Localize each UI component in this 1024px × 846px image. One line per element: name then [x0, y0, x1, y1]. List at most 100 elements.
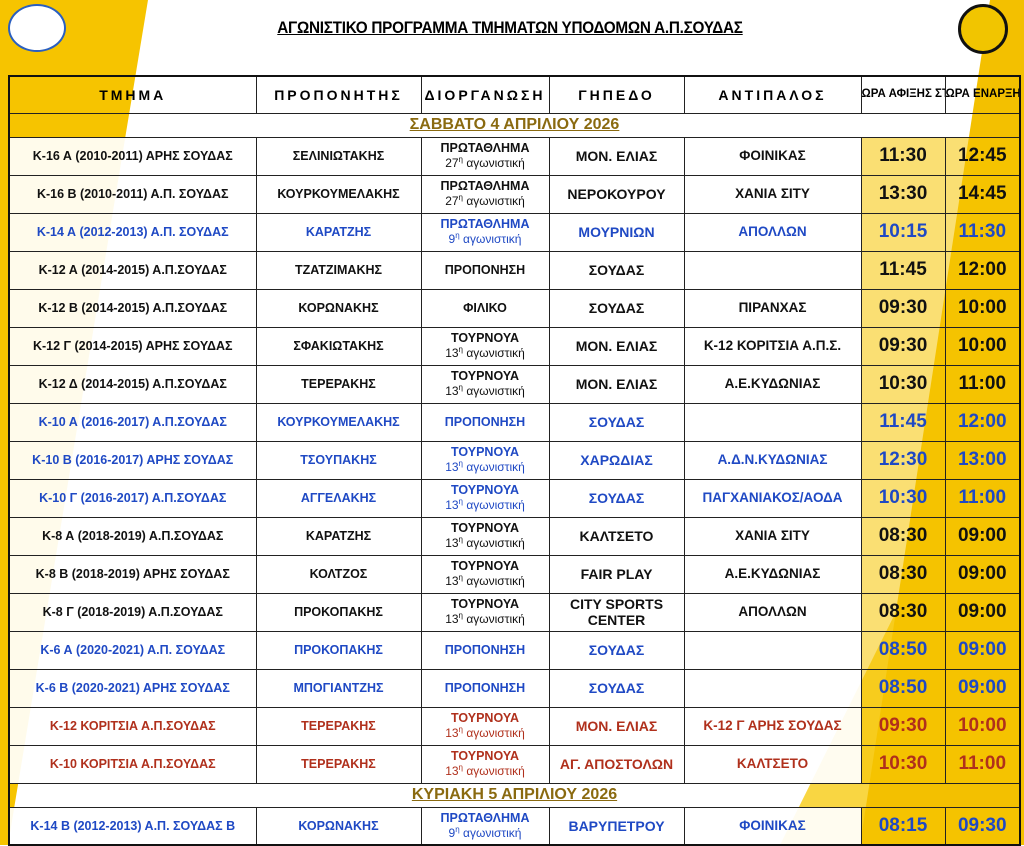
- round-label: 13η αγωνιστική: [422, 611, 548, 627]
- round-label: 13η αγωνιστική: [422, 497, 548, 513]
- column-header: ΠΡΟΠΟΝΗΤΗΣ: [255, 75, 422, 114]
- coach-cell: ΤΖΑΤΖΙΜΑΚΗΣ: [255, 250, 422, 290]
- round-suffix: η: [458, 155, 463, 165]
- arrival-time-cell: 12:30: [860, 440, 946, 480]
- opponent-cell: ΠΑΓΧΑΝΙΑΚΟΣ/ΑΟΔΑ: [683, 478, 862, 518]
- table-row: Κ-8 Α (2018-2019) Α.Π.ΣΟΥΔΑΣ ΚΑΡΑΤΖΗΣ ΤΟΥΡ…: [8, 516, 1021, 556]
- opponent-cell: ΧΑΝΙΑ ΣΙΤΥ: [683, 516, 862, 556]
- round-suffix: η: [458, 573, 463, 583]
- venue-cell: ΜΟΝ. ΕΛΙΑΣ: [548, 326, 685, 366]
- start-time-cell: 10:00: [944, 288, 1021, 328]
- start-time-cell: 09:00: [944, 630, 1021, 670]
- coach-cell: ΤΕΡΕΡΑΚΗΣ: [255, 744, 422, 784]
- round-text: αγωνιστική: [459, 826, 522, 841]
- opponent-cell: Α.Ε.ΚΥΔΩΝΙΑΣ: [683, 554, 862, 594]
- aek-logo-right: [958, 4, 1008, 54]
- column-header: ΓΗΠΕΔΟ: [548, 75, 685, 114]
- competition-name: ΠΡΩΤΑΘΛΗΜΑ: [440, 140, 530, 155]
- opponent-cell: ΦΟΙΝΙΚΑΣ: [683, 136, 862, 176]
- round-suffix: η: [458, 535, 463, 545]
- round-label: 13η αγωνιστική: [422, 459, 548, 475]
- arrival-time-cell: 10:30: [860, 478, 946, 518]
- round-text: αγωνιστική: [463, 574, 525, 589]
- round-number: 13: [445, 498, 459, 513]
- start-time-cell: 12:00: [944, 250, 1021, 290]
- venue-cell: ΣΟΥΔΑΣ: [548, 250, 685, 290]
- start-time-cell: 12:00: [944, 402, 1021, 442]
- team-cell: Κ-10 Α (2016-2017) Α.Π.ΣΟΥΔΑΣ: [8, 402, 257, 442]
- round-label: 27η αγωνιστική: [422, 155, 548, 171]
- venue-cell: ΣΟΥΔΑΣ: [548, 478, 685, 518]
- column-header: ΔΙΟΡΓΑΝΩΣΗ: [420, 75, 550, 114]
- day-header-row: ΚΥΡΙΑΚΗ 5 ΑΠΡΙΛΙΟΥ 2026: [8, 782, 1021, 808]
- start-time-cell: 09:00: [944, 592, 1021, 632]
- start-time-cell: 11:30: [944, 212, 1021, 252]
- venue-cell: FAIR PLAY: [548, 554, 685, 594]
- competition-name: ΤΟΥΡΝΟΥΑ: [450, 482, 520, 497]
- opponent-cell: Α.Ε.ΚΥΔΩΝΙΑΣ: [683, 364, 862, 404]
- table-row: Κ-10 Γ (2016-2017) Α.Π.ΣΟΥΔΑΣ ΑΓΓΕΛΑΚΗΣ ΤΟ…: [8, 478, 1021, 518]
- start-time-cell: 11:00: [944, 364, 1021, 404]
- team-cell: Κ-12 Α (2014-2015) Α.Π.ΣΟΥΔΑΣ: [8, 250, 257, 290]
- round-suffix: η: [458, 459, 463, 469]
- competition-cell: ΤΟΥΡΝΟΥΑ 13η αγωνιστική: [420, 554, 550, 594]
- team-cell: Κ-8 Α (2018-2019) Α.Π.ΣΟΥΔΑΣ: [8, 516, 257, 556]
- competition-cell: ΤΟΥΡΝΟΥΑ 13η αγωνιστική: [420, 440, 550, 480]
- start-time-cell: 11:00: [944, 744, 1021, 784]
- competition-name: ΠΡΩΤΑΘΛΗΜΑ: [440, 810, 530, 825]
- round-number: 27: [445, 194, 459, 209]
- coach-cell: ΜΠΟΓΙΑΝΤΖΗΣ: [255, 668, 422, 708]
- round-number: 13: [445, 536, 459, 551]
- coach-cell: ΣΦΑΚΙΩΤΑΚΗΣ: [255, 326, 422, 366]
- round-number: 13: [445, 612, 459, 627]
- round-suffix: η: [458, 497, 463, 507]
- round-suffix: η: [455, 231, 460, 241]
- competition-cell: ΠΡΩΤΑΘΛΗΜΑ 27η αγωνιστική: [420, 174, 550, 214]
- start-time-cell: 12:45: [944, 136, 1021, 176]
- round-number: 13: [445, 574, 459, 589]
- start-time-cell: 09:00: [944, 516, 1021, 556]
- arrival-time-cell: 08:30: [860, 592, 946, 632]
- round-text: αγωνιστική: [463, 384, 525, 399]
- competition-name: ΠΡΩΤΑΘΛΗΜΑ: [440, 178, 530, 193]
- competition-name: ΦΙΛΙΚΟ: [463, 300, 507, 315]
- arrival-time-cell: 09:30: [860, 288, 946, 328]
- round-text: αγωνιστική: [463, 460, 525, 475]
- arrival-time-cell: 08:50: [860, 630, 946, 670]
- arrival-time-cell: 09:30: [860, 706, 946, 746]
- competition-cell: ΤΟΥΡΝΟΥΑ 13η αγωνιστική: [420, 516, 550, 556]
- coach-cell: ΤΕΡΕΡΑΚΗΣ: [255, 706, 422, 746]
- opponent-cell: ΚΑΛΤΣΕΤΟ: [683, 744, 862, 784]
- table-row: Κ-10 Α (2016-2017) Α.Π.ΣΟΥΔΑΣ ΚΟΥΡΚΟΥΜΕΛΑ…: [8, 402, 1021, 442]
- competition-cell: ΠΡΩΤΑΘΛΗΜΑ 9η αγωνιστική: [420, 212, 550, 252]
- round-number: 9: [448, 826, 456, 841]
- table-row: Κ-14 Β (2012-2013) Α.Π. ΣΟΥΔΑΣ Β ΚΟΡΩΝΑΚΗ…: [8, 806, 1021, 846]
- table-row: Κ-12 Γ (2014-2015) ΑΡΗΣ ΣΟΥΔΑΣ ΣΦΑΚΙΩΤΑΚΗ…: [8, 326, 1021, 366]
- table-row: Κ-16 Β (2010-2011) Α.Π. ΣΟΥΔΑΣ ΚΟΥΡΚΟΥΜΕΛ…: [8, 174, 1021, 214]
- round-label: 13η αγωνιστική: [422, 383, 548, 399]
- competition-name: ΠΡΩΤΑΘΛΗΜΑ: [440, 216, 530, 231]
- venue-cell: ΣΟΥΔΑΣ: [548, 402, 685, 442]
- start-time-cell: 11:00: [944, 478, 1021, 518]
- coach-cell: ΤΣΟΥΠΑΚΗΣ: [255, 440, 422, 480]
- competition-cell: ΤΟΥΡΝΟΥΑ 13η αγωνιστική: [420, 326, 550, 366]
- competition-name: ΤΟΥΡΝΟΥΑ: [450, 444, 520, 459]
- team-cell: Κ-10 Β (2016-2017) ΑΡΗΣ ΣΟΥΔΑΣ: [8, 440, 257, 480]
- venue-cell: ΚΑΛΤΣΕΤΟ: [548, 516, 685, 556]
- competition-cell: ΠΡΟΠΟΝΗΣΗ: [420, 630, 550, 670]
- round-text: αγωνιστική: [463, 764, 525, 779]
- table-row: Κ-8 Β (2018-2019) ΑΡΗΣ ΣΟΥΔΑΣ ΚΟΛΤΖΟΣ ΤΟΥΡ…: [8, 554, 1021, 594]
- round-number: 9: [448, 232, 456, 247]
- table-row: Κ-10 Β (2016-2017) ΑΡΗΣ ΣΟΥΔΑΣ ΤΣΟΥΠΑΚΗΣ Τ…: [8, 440, 1021, 480]
- table-row: Κ-12 Α (2014-2015) Α.Π.ΣΟΥΔΑΣ ΤΖΑΤΖΙΜΑΚΗΣ…: [8, 250, 1021, 290]
- venue-cell: ΜΟΥΡΝΙΩΝ: [548, 212, 685, 252]
- team-cell: Κ-10 Γ (2016-2017) Α.Π.ΣΟΥΔΑΣ: [8, 478, 257, 518]
- competition-name: ΠΡΟΠΟΝΗΣΗ: [444, 414, 526, 429]
- coach-cell: ΑΓΓΕΛΑΚΗΣ: [255, 478, 422, 518]
- venue-cell: ΧΑΡΩΔΙΑΣ: [548, 440, 685, 480]
- venue-cell: ΜΟΝ. ΕΛΙΑΣ: [548, 364, 685, 404]
- team-cell: Κ-16 Β (2010-2011) Α.Π. ΣΟΥΔΑΣ: [8, 174, 257, 214]
- table-row: Κ-6 Α (2020-2021) Α.Π. ΣΟΥΔΑΣ ΠΡΟΚΟΠΑΚΗΣ Π…: [8, 630, 1021, 670]
- opponent-cell: Α.Δ.Ν.ΚΥΔΩΝΙΑΣ: [683, 440, 862, 480]
- round-text: αγωνιστική: [463, 612, 525, 627]
